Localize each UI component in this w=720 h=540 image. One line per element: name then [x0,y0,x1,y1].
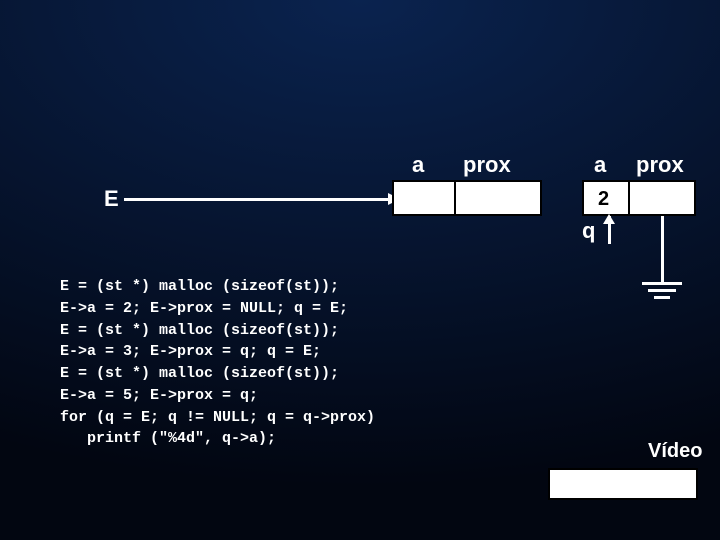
node1-box [392,180,542,216]
ground-bar-3 [654,296,670,299]
node1-field-prox-label: prox [463,152,511,178]
video-label: Vídeo [648,440,702,463]
node2-box: 2 [582,180,696,216]
null-pointer-line [661,216,664,282]
ground-bar-1 [642,282,682,285]
pointer-q-label: q [582,218,595,244]
code-listing: E = (st *) malloc (sizeof(st)); E->a = 2… [60,276,375,450]
arrow-e-to-node1 [124,198,388,201]
node1-field-a-label: a [412,152,424,178]
node1-divider [454,182,456,214]
node2-field-prox-label: prox [636,152,684,178]
video-placeholder-box[interactable] [548,468,698,500]
pointer-e-label: E [104,186,119,212]
node2-divider [628,182,630,214]
arrow-q-head [603,214,615,224]
node2-field-a-label: a [594,152,606,178]
background [0,0,720,540]
ground-bar-2 [648,289,676,292]
node2-value-a: 2 [598,188,609,211]
